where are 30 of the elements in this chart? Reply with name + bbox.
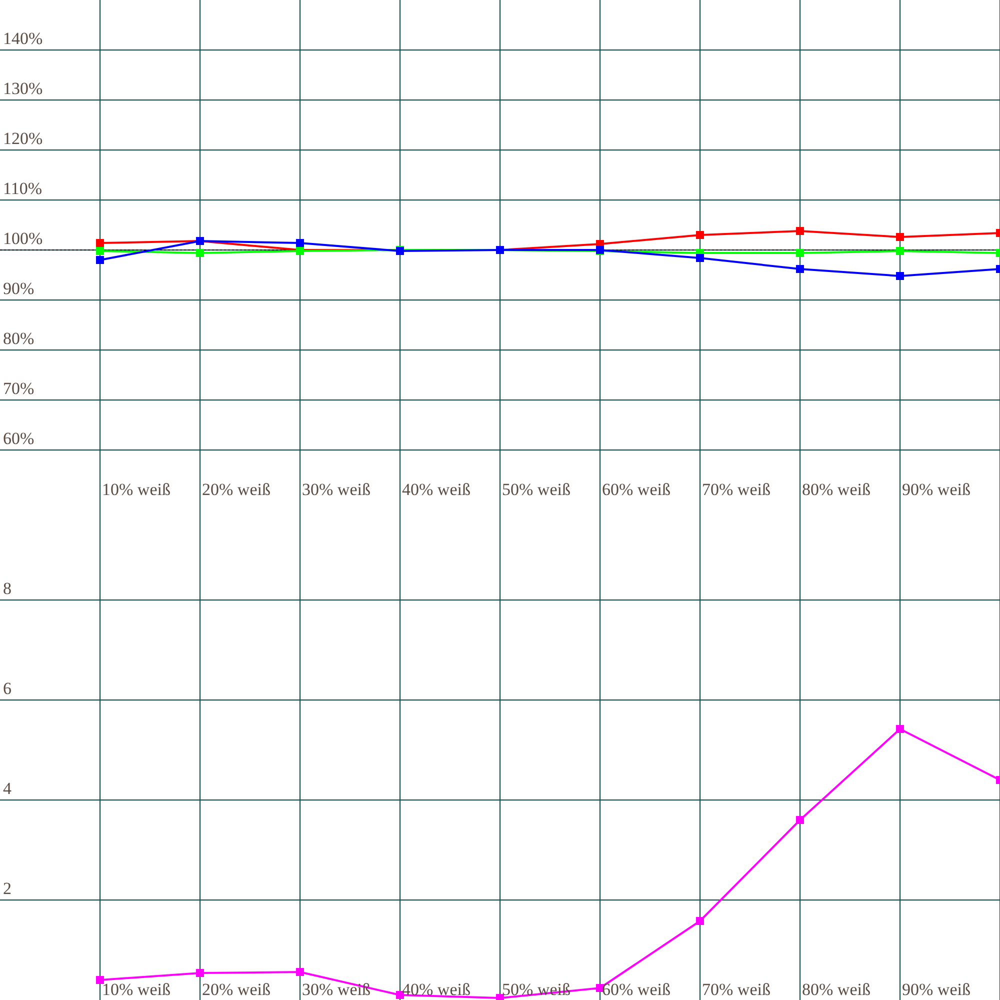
- x-tick-label: 80% weiß: [802, 980, 870, 999]
- x-tick-label: 60% weiß: [602, 480, 670, 499]
- x-tick-label: 30% weiß: [302, 980, 370, 999]
- y-tick-label: 8: [3, 579, 12, 598]
- x-tick-label: 50% weiß: [502, 480, 570, 499]
- y-tick-label: 70%: [3, 379, 34, 398]
- x-tick-label: 20% weiß: [202, 480, 270, 499]
- x-tick-label: 20% weiß: [202, 980, 270, 999]
- x-tick-label: 70% weiß: [702, 480, 770, 499]
- x-tick-label: 40% weiß: [402, 480, 470, 499]
- y-tick-label: 110%: [3, 179, 42, 198]
- x-tick-label: 80% weiß: [802, 480, 870, 499]
- y-tick-label: 130%: [3, 79, 43, 98]
- x-tick-label: 60% weiß: [602, 980, 670, 999]
- x-tick-label: 10% weiß: [102, 980, 170, 999]
- y-tick-label: 120%: [3, 129, 43, 148]
- x-tick-label: 40% weiß: [402, 980, 470, 999]
- x-tick-label: 90% weiß: [902, 480, 970, 499]
- y-tick-label: 2: [3, 879, 12, 898]
- x-tick-label: 70% weiß: [702, 980, 770, 999]
- y-tick-label: 100%: [3, 229, 43, 248]
- y-tick-label: 6: [3, 679, 12, 698]
- x-tick-label: 90% weiß: [902, 980, 970, 999]
- y-tick-label: 60%: [3, 429, 34, 448]
- x-tick-label: 30% weiß: [302, 480, 370, 499]
- y-tick-label: 80%: [3, 329, 34, 348]
- y-tick-label: 4: [3, 779, 12, 798]
- y-tick-label: 90%: [3, 279, 34, 298]
- y-tick-label: 140%: [3, 29, 43, 48]
- x-tick-label: 10% weiß: [102, 480, 170, 499]
